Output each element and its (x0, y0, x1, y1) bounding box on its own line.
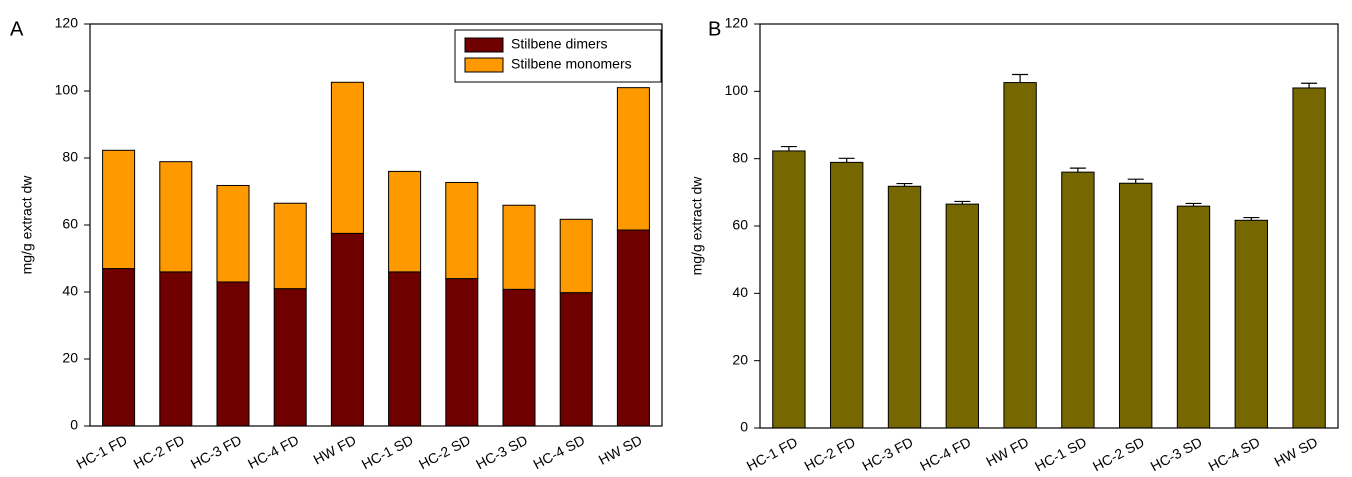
bar (945, 203, 979, 429)
y-tick-label: 0 (70, 417, 78, 433)
y-tick-label: 0 (740, 419, 748, 435)
bar-segment (273, 202, 307, 290)
y-tick-label: 40 (62, 283, 78, 299)
bar-segment (502, 288, 536, 427)
bar-segment (616, 87, 650, 231)
y-tick-label: 60 (62, 216, 78, 232)
y-tick-label: 120 (725, 15, 749, 31)
y-axis-label: mg/g extract dw (689, 176, 705, 276)
x-tick-label: HC-3 SD (473, 432, 530, 472)
y-axis-label: mg/g extract dw (19, 175, 35, 275)
x-tick-label: HC-1 SD (359, 432, 416, 472)
error-bar (1185, 202, 1202, 207)
x-tick-label: HC-3 SD (1148, 434, 1205, 474)
x-tick-label: HC-3 FD (188, 432, 244, 472)
y-tick-label: 60 (732, 217, 748, 233)
y-tick-label: 120 (55, 15, 79, 31)
legend-label: Stilbene monomers (511, 56, 632, 72)
bar-segment (330, 232, 364, 427)
bar-segment (159, 161, 193, 273)
x-tick-label: HW SD (1272, 434, 1321, 470)
error-bar (780, 145, 797, 151)
bar-segment (502, 204, 536, 290)
bar-segment (388, 271, 422, 427)
x-tick-label: HC-4 FD (245, 432, 301, 472)
error-bar (896, 182, 913, 187)
bar-segment (616, 229, 650, 427)
legend-label: Stilbene dimers (511, 36, 608, 52)
x-tick-label: HC-1 FD (744, 434, 800, 474)
plot-frame (89, 23, 663, 427)
error-bar (1069, 167, 1086, 173)
bar (1003, 82, 1037, 429)
x-tick-label: HC-2 SD (1090, 434, 1147, 474)
x-tick-label: HC-2 FD (131, 432, 187, 472)
x-tick-label: HW SD (596, 432, 645, 468)
bar (830, 161, 864, 429)
bar (772, 150, 806, 429)
y-tick-label: 40 (732, 284, 748, 300)
bar-segment (559, 292, 593, 427)
bar-segment (216, 281, 250, 427)
x-tick-label: HC-4 FD (917, 434, 973, 474)
y-tick-label: 100 (55, 82, 79, 98)
error-bar (838, 157, 855, 163)
y-tick-label: 100 (725, 82, 749, 98)
bar (1292, 87, 1326, 429)
bar (1061, 171, 1095, 429)
bar-segment (445, 181, 479, 280)
plot-frame (759, 23, 1339, 429)
bar-segment (216, 184, 250, 283)
error-bar (1012, 73, 1029, 83)
bar (1119, 182, 1153, 429)
legend-swatch (464, 37, 504, 53)
y-tick-label: 80 (732, 149, 748, 165)
error-bar (954, 200, 971, 205)
bar-segment (559, 218, 593, 294)
bar (887, 185, 922, 429)
y-tick-label: 20 (732, 351, 748, 367)
y-tick-label: 80 (62, 149, 78, 165)
error-bar (1301, 82, 1318, 88)
x-tick-label: HC-2 FD (802, 434, 858, 474)
x-tick-label: HC-4 SD (530, 432, 587, 472)
y-tick-label: 20 (62, 350, 78, 366)
x-tick-label: HW FD (311, 432, 359, 468)
x-tick-label: HW FD (983, 434, 1031, 470)
x-tick-label: HC-1 SD (1032, 434, 1089, 474)
bar-segment (445, 278, 479, 427)
panel-label: A (10, 18, 24, 40)
error-bar (1127, 178, 1144, 184)
bar-segment (102, 268, 136, 427)
bar-segment (273, 288, 307, 427)
error-bar (1243, 216, 1260, 221)
bar-segment (102, 149, 136, 270)
bar-segment (159, 271, 193, 427)
legend-swatch (464, 57, 504, 73)
x-tick-label: HC-4 SD (1205, 434, 1262, 474)
x-tick-label: HC-2 SD (416, 432, 473, 472)
bar-segment (388, 170, 422, 273)
bar-segment (330, 81, 364, 234)
x-tick-label: HC-3 FD (859, 434, 915, 474)
x-tick-label: HC-1 FD (73, 432, 129, 472)
panel-label: B (708, 18, 721, 40)
bar (1176, 205, 1211, 429)
bar (1234, 219, 1268, 429)
